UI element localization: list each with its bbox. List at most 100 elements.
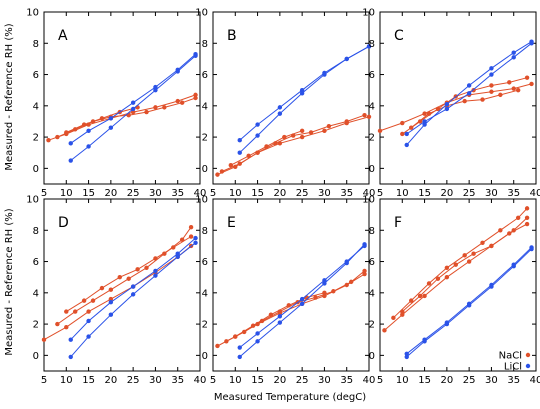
data-point-nacl [348, 279, 354, 285]
y-tick-label: 4 [369, 101, 375, 112]
x-tick-label: 5 [41, 375, 47, 386]
data-point-nacl [179, 100, 185, 105]
data-point-nacl [130, 109, 136, 115]
data-point-licl [68, 158, 73, 163]
x-tick-label: 20 [273, 375, 286, 386]
data-point-nacl [400, 309, 405, 314]
data-point-licl [255, 331, 260, 336]
x-tick-label: 35 [340, 375, 353, 386]
y-axis-title: Measured - Reference RH (%) [4, 23, 15, 170]
data-point-licl [86, 128, 91, 134]
x-tick-label: 10 [229, 188, 242, 199]
data-point-nacl [362, 268, 367, 274]
y-tick-label: 6 [202, 257, 208, 268]
y-tick-label: 6 [33, 70, 39, 81]
data-point-nacl [193, 95, 198, 101]
x-tick-label: 40 [530, 375, 540, 386]
data-point-licl [489, 282, 494, 288]
data-point-nacl [524, 75, 530, 80]
data-point-nacl [237, 161, 242, 166]
data-point-licl [299, 91, 305, 96]
data-point-licl [237, 345, 242, 350]
data-point-licl [344, 259, 349, 264]
plot-frame [379, 11, 537, 185]
y-tick-label: 4 [369, 288, 375, 299]
series-line-nacl [379, 83, 532, 132]
y-tick-label: 10 [195, 195, 208, 206]
y-tick-label: 8 [33, 39, 39, 50]
y-tick-label: 4 [33, 288, 39, 299]
x-tick-label: 30 [318, 188, 331, 199]
data-point-nacl [286, 303, 291, 308]
data-point-nacl [215, 343, 220, 349]
x-tick-label: 10 [396, 375, 409, 386]
data-point-licl [175, 251, 180, 256]
data-point-licl [130, 284, 136, 289]
y-tick-label: 4 [33, 101, 39, 112]
x-tick-label: 40 [194, 375, 207, 386]
data-point-nacl [215, 172, 220, 177]
data-point-nacl [268, 312, 274, 317]
data-point-licl [237, 150, 242, 155]
x-tick-label: 20 [104, 375, 117, 386]
data-point-nacl [498, 92, 503, 98]
x-tick-label: 25 [296, 375, 309, 386]
x-tick-label: 35 [507, 188, 520, 199]
data-point-licl [108, 125, 114, 130]
data-point-nacl [108, 287, 114, 292]
data-point-nacl [515, 87, 521, 93]
panel-f: 5 10 15 20 25 30 35 40 0 2 4 6 8 10 F [362, 195, 540, 387]
series-line-nacl [221, 114, 365, 172]
x-tick-label: 20 [440, 375, 453, 386]
data-point-nacl [515, 215, 521, 220]
y-tick-label: 0 [202, 164, 208, 175]
x-tick-label: 15 [251, 375, 264, 386]
x-tick-label: 25 [296, 188, 309, 199]
data-point-nacl [144, 265, 149, 270]
data-point-nacl [400, 312, 405, 317]
data-point-nacl [224, 339, 229, 344]
data-point-nacl [175, 98, 180, 104]
data-point-licl [153, 84, 158, 90]
data-point-licl [130, 292, 136, 297]
x-tick-label: 15 [251, 188, 264, 199]
y-tick-label: 8 [369, 226, 375, 237]
data-point-nacl [144, 109, 149, 115]
data-point-nacl [524, 221, 530, 227]
data-point-nacl [444, 274, 450, 280]
data-point-nacl [422, 293, 427, 299]
data-point-nacl [400, 120, 405, 126]
y-tick-label: 10 [195, 8, 208, 19]
data-point-licl [466, 91, 472, 96]
data-point-licl [175, 254, 180, 260]
data-point-licl [237, 354, 242, 360]
data-point-licl [322, 281, 327, 286]
data-point-nacl [126, 276, 131, 281]
data-point-licl [299, 87, 305, 93]
data-point-licl [366, 44, 372, 49]
x-tick-label: 40 [363, 375, 376, 386]
x-tick-label: 30 [485, 188, 498, 199]
plot-frame [212, 198, 370, 372]
data-point-nacl [193, 92, 198, 98]
data-point-nacl [117, 274, 122, 280]
data-point-licl [322, 278, 327, 283]
data-point-nacl [46, 138, 51, 143]
data-point-licl [489, 72, 494, 77]
x-tick-label: 30 [485, 375, 498, 386]
data-point-nacl [331, 289, 336, 294]
y-axis-title: Measured - Reference RH (%) [4, 208, 15, 355]
x-tick-label: 20 [273, 188, 286, 199]
data-point-nacl [480, 97, 485, 102]
series-line-nacl [217, 116, 370, 176]
data-point-licl [511, 55, 516, 60]
data-point-nacl [55, 134, 60, 140]
x-tick-label: 10 [229, 375, 242, 386]
data-point-nacl [409, 125, 414, 130]
series-line-nacl [217, 273, 365, 347]
data-point-nacl [422, 111, 427, 116]
